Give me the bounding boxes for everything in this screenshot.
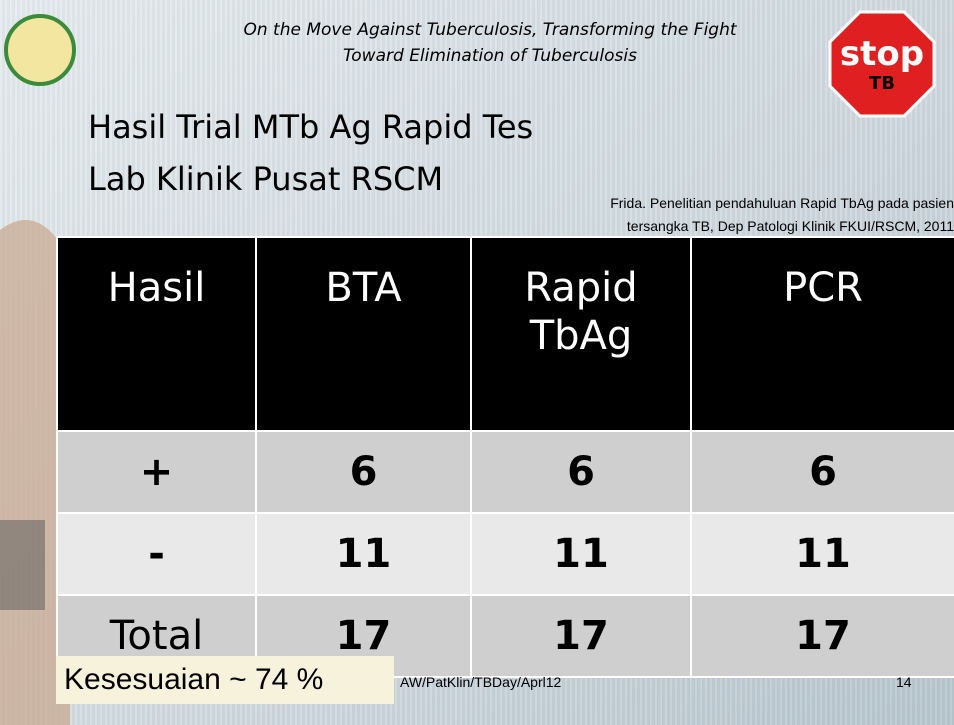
footer-source: AW/PatKlin/TBDay/Aprl12 [400,674,561,690]
header-cell: Hasil [57,237,256,431]
microscope-image [0,520,45,610]
citation: Frida. Penelitian pendahuluan Rapid TbAg… [610,195,954,211]
cell: - [57,513,256,595]
footer-note: Kesesuaian ~ 74 % [56,656,394,704]
header-cell: BTA [256,237,471,431]
cell: 6 [691,431,954,513]
results-table: Hasil BTA Rapid TbAg PCR + 6 6 6 - 11 11… [56,236,954,678]
header-cell: Rapid TbAg [471,237,691,431]
page-number: 14 [896,674,912,690]
citation: tersangka TB, Dep Patologi Klinik FKUI/R… [627,218,954,234]
cell: + [57,431,256,513]
cell: 11 [691,513,954,595]
cell: 6 [256,431,471,513]
logo-text: TB [830,74,934,94]
cell: 17 [471,595,691,677]
logo-text: stop [830,36,934,72]
header-row: Hasil BTA Rapid TbAg PCR [57,237,954,431]
header-cell: PCR [691,237,954,431]
subtitle: Toward Elimination of Tuberculosis [180,46,800,66]
cell: 11 [256,513,471,595]
slide: stop TB On the Move Against Tuberculosis… [0,0,954,725]
row: - 11 11 11 [57,513,954,595]
university-logo [6,16,74,84]
cell: 17 [691,595,954,677]
cell: 11 [471,513,691,595]
title: Lab Klinik Pusat RSCM [88,160,443,198]
cell: 6 [471,431,691,513]
title: Hasil Trial MTb Ag Rapid Tes [88,108,533,146]
row: + 6 6 6 [57,431,954,513]
subtitle: On the Move Against Tuberculosis, Transf… [180,20,800,40]
